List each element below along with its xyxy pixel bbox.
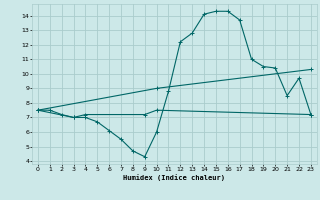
X-axis label: Humidex (Indice chaleur): Humidex (Indice chaleur)	[124, 174, 225, 181]
